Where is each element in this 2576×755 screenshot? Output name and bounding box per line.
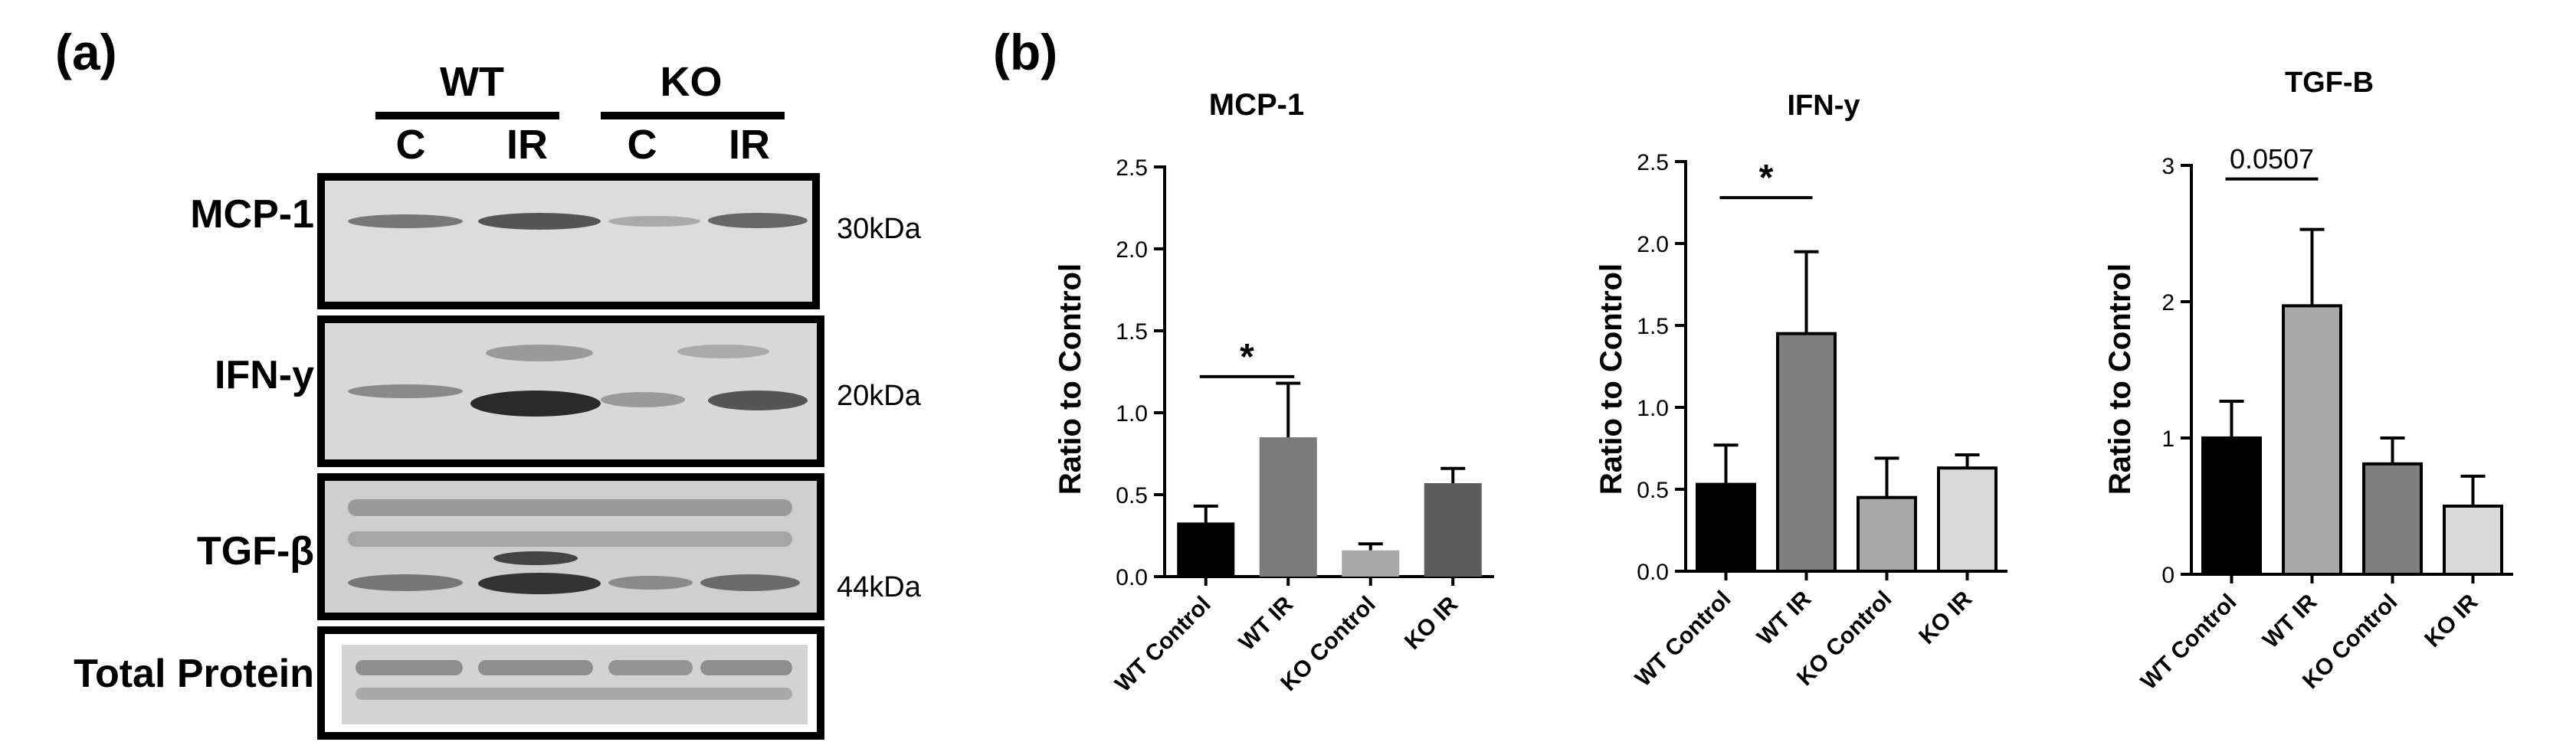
blot-tgf	[317, 473, 824, 620]
band	[478, 213, 601, 230]
kda-label-ifn: 20kDa	[837, 380, 921, 412]
group-label-wt: WT	[440, 59, 504, 105]
x-tick-label: WT Control	[1110, 592, 1216, 698]
lane-label-ko-ir: IR	[729, 122, 770, 168]
bar-ko-control	[1857, 495, 1917, 574]
band	[478, 660, 593, 675]
blot-row-label-ifn: IFN-y	[215, 353, 314, 397]
band	[356, 688, 792, 700]
blot-ifn	[317, 315, 824, 467]
blot-row-label-total: Total Protein	[74, 652, 314, 696]
chart-mcp1: MCP-1 Ratio to Control 0.0 0.5 1.0 1.5 2.0 2.5 W…	[1054, 88, 1494, 698]
bar-ko-ir	[2443, 505, 2503, 576]
bar-wt-ir	[1776, 332, 1837, 573]
band	[470, 391, 601, 417]
y-tick-label: 1.0	[1116, 401, 1148, 427]
panel-b-label: (b)	[993, 24, 1058, 80]
bar-ko-ir	[1424, 483, 1482, 577]
chart-tgf: TGF-B Ratio to Control 0 1 2 3 WT Control WT IR…	[2103, 67, 2513, 695]
y-tick-label: 2.0	[1637, 232, 1669, 257]
x-tick-label: KO IR	[1400, 591, 1463, 654]
kda-label-tgf: 44kDa	[837, 571, 921, 603]
group-line-ko	[601, 112, 785, 119]
x-tick-label: KO IR	[1914, 586, 1977, 649]
y-tick-label: 2.5	[1116, 155, 1148, 181]
band	[608, 660, 693, 675]
x-tick-label: WT IR	[1752, 586, 1817, 650]
bar-wt-ir	[1259, 437, 1317, 577]
x-tick-label: WT Control	[2136, 590, 2242, 695]
band	[700, 574, 800, 591]
band	[348, 384, 463, 398]
blot-mcp1	[317, 173, 820, 309]
bar-ko-ir	[1937, 466, 1998, 573]
band	[348, 499, 792, 516]
x-tick-label: WT IR	[2258, 589, 2322, 653]
significance-label: *	[1759, 158, 1774, 198]
panel-a-label: (a)	[55, 24, 117, 80]
y-tick-label: 1.0	[1637, 396, 1669, 421]
y-tick-label: 1	[2161, 427, 2175, 452]
bar-wt-control	[1696, 482, 1756, 574]
band	[677, 345, 769, 358]
y-axis-label: Ratio to Control	[1054, 263, 1087, 495]
bar-wt-control	[2201, 436, 2262, 576]
bar-wt-ir	[2282, 304, 2342, 576]
lane-label-wt-ir: IR	[506, 122, 548, 168]
total-protein-gel	[342, 645, 808, 724]
band	[608, 576, 693, 590]
blot-row-label-mcp1: MCP-1	[190, 192, 314, 237]
x-tick-label: WT IR	[1234, 591, 1299, 655]
blot-row-label-tgf: TGF-β	[196, 529, 314, 574]
chart-title: TGF-B	[2285, 67, 2374, 99]
bar-wt-control	[1177, 522, 1235, 577]
y-tick-label: 0	[2161, 563, 2175, 588]
y-tick-label: 2.0	[1116, 237, 1148, 263]
chart-title: IFN-y	[1788, 90, 1860, 122]
bar-ko-control	[1342, 550, 1400, 577]
chart-title: MCP-1	[1209, 88, 1304, 122]
y-tick-label: 2	[2161, 290, 2175, 315]
lane-label-wt-c: C	[395, 122, 426, 168]
y-tick-label: 0.0	[1116, 565, 1148, 590]
chart-ifn: IFN-y Ratio to Control 0.0 0.5 1.0 1.5 2.0 2.5 W…	[1594, 90, 2007, 692]
band	[348, 531, 792, 547]
significance-label: 0.0507	[2230, 143, 2314, 175]
band	[708, 213, 808, 228]
band	[708, 391, 808, 410]
band	[493, 551, 578, 565]
band	[478, 573, 601, 594]
y-tick-label: 3	[2161, 154, 2175, 179]
band	[601, 392, 685, 407]
band	[608, 216, 700, 227]
blot-total	[317, 626, 824, 740]
y-axis-label: Ratio to Control	[2103, 263, 2137, 495]
band	[356, 660, 463, 675]
y-tick-label: 2.5	[1637, 150, 1669, 175]
kda-label-mcp1: 30kDa	[837, 213, 921, 245]
y-tick-label: 0.5	[1637, 478, 1669, 503]
y-tick-label: 1.5	[1637, 314, 1669, 339]
y-axis-label: Ratio to Control	[1594, 263, 1628, 495]
band	[486, 345, 593, 361]
x-tick-label: KO IR	[2420, 589, 2483, 652]
group-line-wt	[375, 112, 559, 119]
band	[348, 214, 463, 228]
significance-label: *	[1240, 337, 1254, 378]
x-tick-label: WT Control	[1630, 587, 1736, 692]
y-tick-label: 0.5	[1116, 483, 1148, 508]
y-tick-label: 0.0	[1637, 560, 1669, 585]
band	[348, 574, 463, 591]
group-label-ko: KO	[660, 59, 723, 105]
bar-ko-control	[2362, 462, 2423, 576]
lane-label-ko-c: C	[627, 122, 657, 168]
y-tick-label: 1.5	[1116, 319, 1148, 345]
band	[700, 660, 792, 675]
